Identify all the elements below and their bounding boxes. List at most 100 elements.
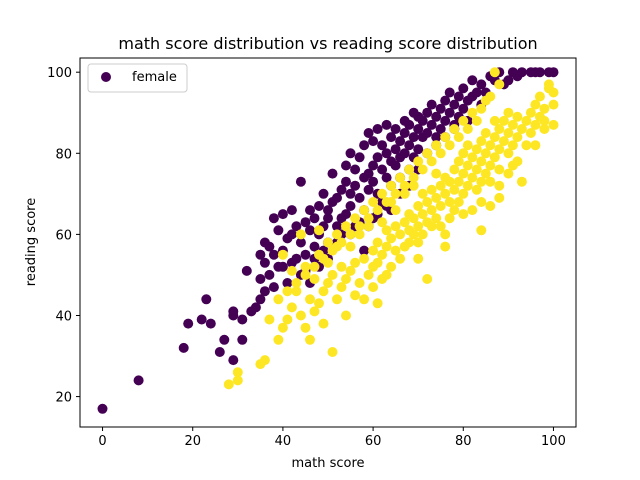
data-point [381,225,392,236]
data-point [480,128,491,138]
data-point [494,79,505,90]
data-point [291,221,302,232]
data-point [214,347,225,357]
data-point [444,213,455,224]
data-point [458,83,469,94]
legend-marker-female [101,72,111,82]
data-point [368,176,379,187]
data-point [286,257,297,268]
data-point [386,261,397,272]
data-point [390,205,401,216]
data-point [390,144,401,155]
data-point [286,229,297,240]
data-point [372,205,383,216]
y-tick-label: 20 [55,391,72,406]
data-point [507,140,518,151]
data-point [426,221,437,232]
data-point [327,245,338,256]
data-point [467,205,478,216]
data-point [377,188,388,199]
data-point [305,334,315,345]
data-point [359,245,370,256]
data-point [539,103,550,114]
data-point [489,132,500,143]
data-point [476,103,487,114]
y-tick-label: 80 [55,147,72,162]
data-point [399,217,410,228]
data-point [426,156,437,167]
data-point [404,140,415,151]
data-point [431,168,442,179]
data-point [422,148,433,159]
data-point [426,205,437,216]
data-point [368,245,379,256]
data-point [327,168,338,179]
data-point [295,176,306,187]
data-point [341,221,351,232]
data-point [471,115,482,126]
data-point [471,184,482,195]
data-point [440,241,451,252]
data-point [390,188,401,199]
y-axis-label: reading score [24,198,39,286]
data-point [223,379,234,390]
data-point [422,197,433,207]
data-point [341,176,351,187]
points-layer [97,67,559,414]
data-point [259,237,270,248]
legend-label-female: female [132,70,177,85]
data-point [404,119,415,130]
data-point [467,152,478,163]
plot-frame [79,57,577,428]
y-tick-label: 60 [55,228,72,243]
data-point [345,148,356,159]
data-point [300,322,311,333]
data-point [498,136,509,147]
data-point [449,99,460,110]
data-point [417,229,428,240]
data-point [354,278,365,288]
data-point [336,213,347,224]
data-point [255,274,266,284]
data-point [300,269,311,280]
data-point [318,286,329,297]
data-point [485,201,496,211]
data-point [467,172,478,183]
data-point [286,265,297,276]
data-point [314,201,324,211]
data-point [368,282,379,293]
data-point [354,221,365,232]
data-point [399,128,410,138]
data-point [503,168,514,179]
data-point [417,164,428,175]
data-point [359,294,370,305]
data-point [372,237,383,248]
data-point [314,298,324,309]
y-axis-ticks: 20 40 60 80 100 [47,66,80,406]
data-point [97,403,108,414]
data-point [286,302,297,313]
data-point [453,156,464,167]
data-point [354,152,365,163]
data-point [426,99,437,110]
data-point [516,67,527,78]
data-point [512,132,523,143]
data-point [449,184,460,195]
data-point [467,75,478,86]
data-point [381,241,392,252]
data-point [471,164,482,175]
data-point [381,197,392,207]
data-point [268,282,279,293]
data-point [259,286,270,297]
data-point [350,290,361,301]
data-point [458,115,469,126]
data-point [422,128,433,138]
data-point [368,160,379,171]
data-point [489,115,500,126]
data-point [359,140,370,151]
data-point [228,310,239,321]
data-point [363,221,374,232]
data-point [332,221,342,232]
data-point [377,140,388,151]
data-point [390,221,401,232]
